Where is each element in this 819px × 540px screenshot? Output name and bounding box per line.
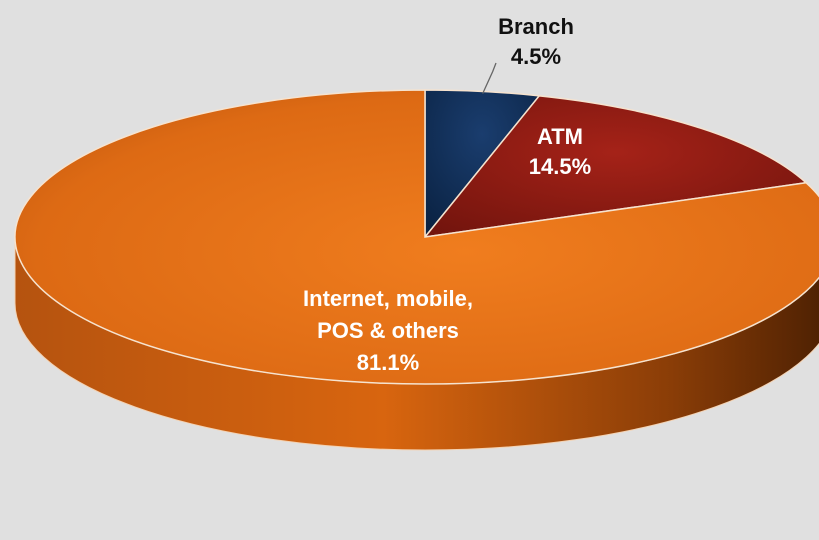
pie-leader-lines [482, 62, 497, 94]
pie-labels: Branch 4.5% ATM 14.5% Internet, mobile, POS &… [303, 14, 591, 375]
pie-label-atm-line-1: ATM [537, 124, 583, 149]
pie-label-internet-mobile-pos-line-3: 81.1% [357, 350, 419, 375]
pie-label-atm-line-2: 14.5% [529, 154, 591, 179]
leader-line-branch [482, 62, 497, 94]
pie-label-branch-line-2: 4.5% [511, 44, 561, 69]
pie-label-branch-line-1: Branch [498, 14, 574, 39]
pie-label-internet-mobile-pos-line-1: Internet, mobile, [303, 286, 473, 311]
pie-slice-internet-mobile-pos-others [14, 89, 819, 385]
pie-slices [14, 89, 819, 385]
pie-label-internet-mobile-pos-line-2: POS & others [317, 318, 459, 343]
pie-slice-atm [423, 95, 808, 239]
